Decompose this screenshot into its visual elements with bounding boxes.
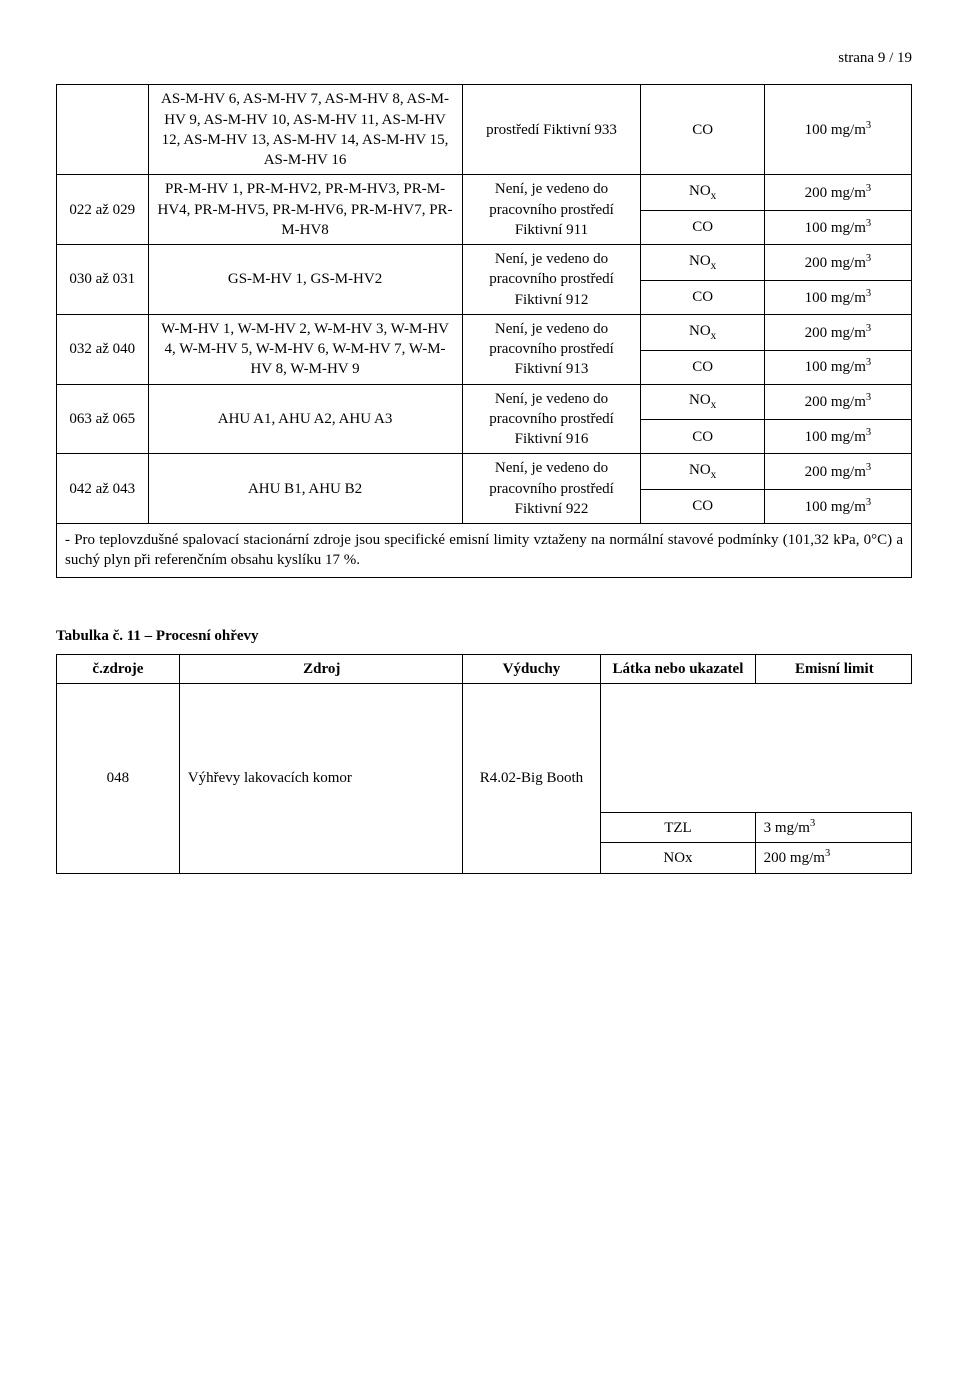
header-source: Zdroj — [179, 654, 462, 683]
table-row: AS-M-HV 6, AS-M-HV 7, AS-M-HV 8, AS-M-HV… — [57, 85, 912, 175]
emission-limit: 100 mg/m3 — [764, 85, 911, 175]
table-row: 042 až 043 AHU B1, AHU B2 Není, je veden… — [57, 454, 912, 490]
source-code: 048 — [57, 684, 180, 874]
source-code: 042 až 043 — [57, 454, 149, 524]
table-footnote: - Pro teplovzdušné spalovací stacionární… — [57, 524, 912, 578]
header-pollutant: Látka nebo ukazatel — [601, 654, 755, 683]
table-row: 063 až 065 AHU A1, AHU A2, AHU A3 Není, … — [57, 384, 912, 420]
pollutant: NOx — [641, 314, 764, 350]
pollutant: NOx — [641, 175, 764, 211]
pollutant: TZL — [601, 813, 755, 843]
source-name: AHU B1, AHU B2 — [148, 454, 462, 524]
source-name: AHU A1, AHU A2, AHU A3 — [148, 384, 462, 454]
header-outlet: Výduchy — [462, 654, 601, 683]
source-code: 063 až 065 — [57, 384, 149, 454]
source-code: 032 až 040 — [57, 314, 149, 384]
source-name: GS-M-HV 1, GS-M-HV2 — [148, 245, 462, 315]
source-name: W-M-HV 1, W-M-HV 2, W-M-HV 3, W-M-HV 4, … — [148, 314, 462, 384]
source-code — [57, 85, 149, 175]
source-name: Výhřevy lakovacích komor — [179, 684, 462, 874]
table-row: 022 až 029 PR-M-HV 1, PR-M-HV2, PR-M-HV3… — [57, 175, 912, 211]
source-name: PR-M-HV 1, PR-M-HV2, PR-M-HV3, PR-M-HV4,… — [148, 175, 462, 245]
pollutant: CO — [641, 420, 764, 454]
outlet: Není, je vedeno do pracovního prostředí … — [462, 454, 641, 524]
source-code: 030 až 031 — [57, 245, 149, 315]
outlet: R4.02-Big Booth — [462, 684, 601, 874]
pollutant: NOx — [601, 843, 755, 873]
process-heating-table: č.zdroje Zdroj Výduchy Látka nebo ukazat… — [56, 654, 912, 874]
pollutant: CO — [641, 490, 764, 524]
outlet: Není, je vedeno do pracovního prostředí … — [462, 384, 641, 454]
pollutant: NOx — [641, 245, 764, 281]
pollutant: CO — [641, 85, 764, 175]
emission-limit: 100 mg/m3 — [764, 280, 911, 314]
outlet: Není, je vedeno do pracovního prostředí … — [462, 245, 641, 315]
emission-limit: 100 mg/m3 — [764, 490, 911, 524]
blank-cell — [755, 684, 911, 813]
header-limit: Emisní limit — [755, 654, 911, 683]
emission-limit: 100 mg/m3 — [764, 420, 911, 454]
source-name: AS-M-HV 6, AS-M-HV 7, AS-M-HV 8, AS-M-HV… — [148, 85, 462, 175]
emission-limit: 200 mg/m3 — [764, 384, 911, 420]
outlet: Není, je vedeno do pracovního prostředí … — [462, 314, 641, 384]
table-row: 032 až 040 W-M-HV 1, W-M-HV 2, W-M-HV 3,… — [57, 314, 912, 350]
pollutant: NOx — [641, 384, 764, 420]
emission-limit: 100 mg/m3 — [764, 211, 911, 245]
emission-limit: 200 mg/m3 — [755, 843, 911, 873]
outlet: Není, je vedeno do pracovního prostředí … — [462, 175, 641, 245]
pollutant: CO — [641, 280, 764, 314]
emission-limits-table: AS-M-HV 6, AS-M-HV 7, AS-M-HV 8, AS-M-HV… — [56, 84, 912, 577]
emission-limit: 200 mg/m3 — [764, 314, 911, 350]
outlet: prostředí Fiktivní 933 — [462, 85, 641, 175]
table-header-row: č.zdroje Zdroj Výduchy Látka nebo ukazat… — [57, 654, 912, 683]
blank-cell — [601, 684, 755, 813]
emission-limit: 3 mg/m3 — [755, 813, 911, 843]
emission-limit: 200 mg/m3 — [764, 245, 911, 281]
emission-limit: 100 mg/m3 — [764, 350, 911, 384]
table-row: 030 až 031 GS-M-HV 1, GS-M-HV2 Není, je … — [57, 245, 912, 281]
source-code: 022 až 029 — [57, 175, 149, 245]
page-number: strana 9 / 19 — [56, 48, 912, 68]
pollutant: CO — [641, 211, 764, 245]
table-row: 048 Výhřevy lakovacích komor R4.02-Big B… — [57, 684, 912, 813]
emission-limit: 200 mg/m3 — [764, 454, 911, 490]
emission-limit: 200 mg/m3 — [764, 175, 911, 211]
section-title: Tabulka č. 11 – Procesní ohřevy — [56, 626, 912, 646]
pollutant: NOx — [641, 454, 764, 490]
header-source-code: č.zdroje — [57, 654, 180, 683]
pollutant: CO — [641, 350, 764, 384]
